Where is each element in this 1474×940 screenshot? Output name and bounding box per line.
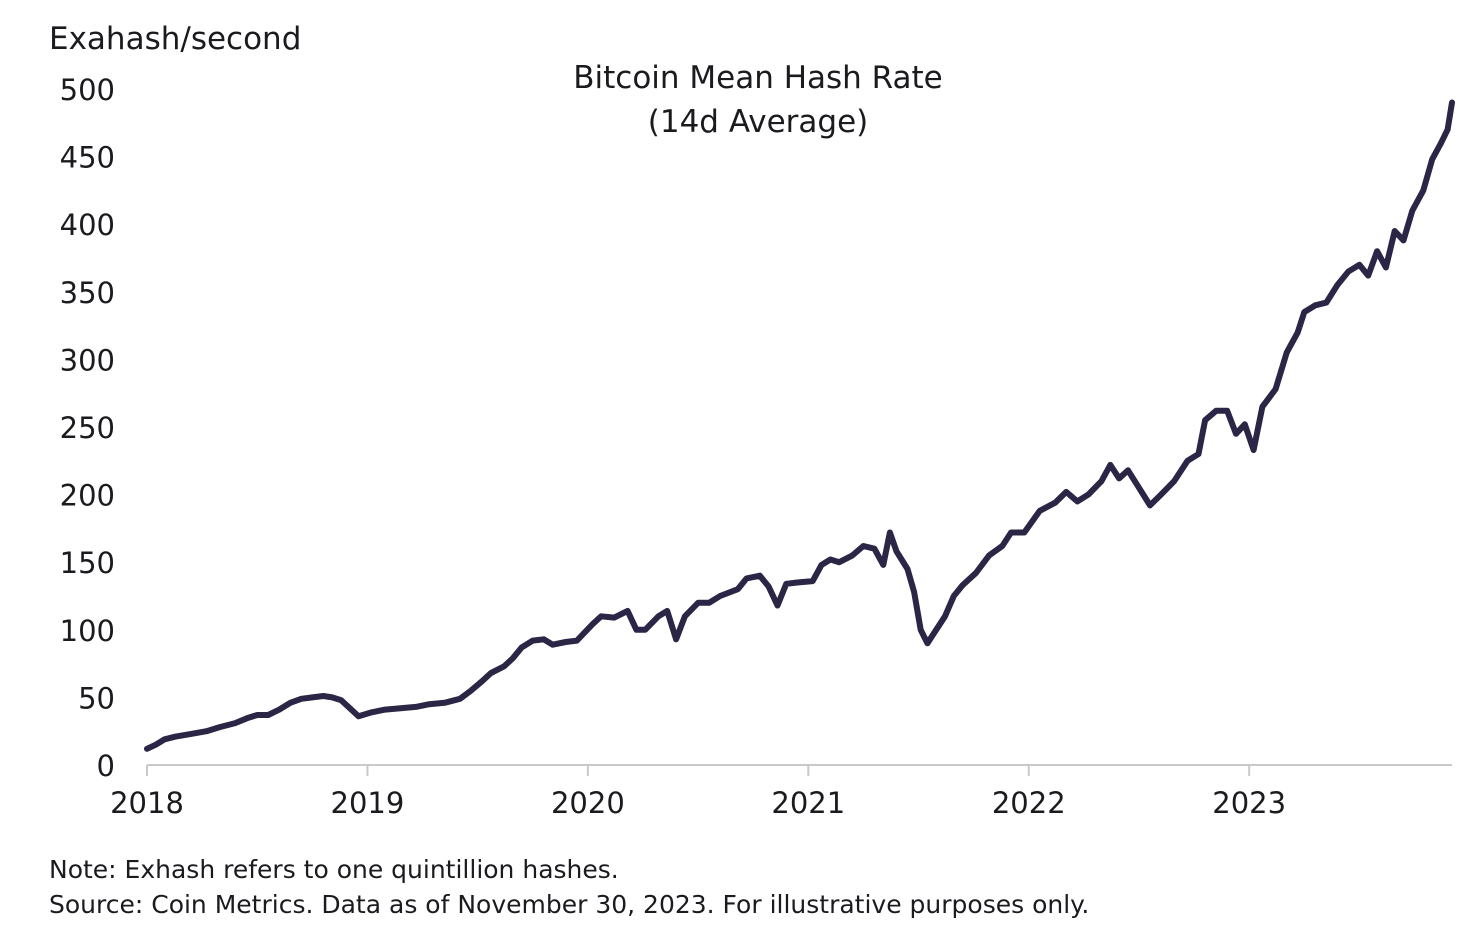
y-tick-label: 350 — [60, 276, 115, 310]
hash-rate-line-chart: Exahash/second Bitcoin Mean Hash Rate (1… — [49, 21, 1455, 820]
y-tick-label: 300 — [60, 343, 115, 377]
y-tick-label: 250 — [60, 411, 115, 445]
y-tick-label: 500 — [60, 73, 115, 107]
y-tick-label: 0 — [97, 749, 115, 783]
y-axis-label: Exahash/second — [49, 21, 301, 57]
note-text: Note: Exhash refers to one quintillion h… — [49, 855, 619, 884]
y-tick-label: 150 — [60, 546, 115, 580]
x-tick-label: 2023 — [1212, 786, 1286, 820]
y-tick-label: 100 — [60, 614, 115, 648]
y-tick-label: 50 — [78, 681, 115, 715]
y-tick-label: 200 — [60, 479, 115, 513]
y-tick-label: 450 — [60, 141, 115, 175]
x-tick-label: 2018 — [110, 786, 184, 820]
y-tick-label: 400 — [60, 208, 115, 242]
x-tick-label: 2022 — [992, 786, 1066, 820]
hash-rate-series-line — [144, 99, 1455, 752]
series-layer — [144, 99, 1455, 752]
chart-notes: Note: Exhash refers to one quintillion h… — [49, 852, 1089, 922]
x-tick-label: 2020 — [551, 786, 625, 820]
x-axis: 2018 2019 2020 2021 2022 2023 — [110, 764, 1452, 820]
x-tick-label: 2019 — [331, 786, 405, 820]
chart-title: Bitcoin Mean Hash Rate — [573, 60, 943, 96]
source-text: Source: Coin Metrics. Data as of Novembe… — [49, 890, 1090, 919]
y-axis-ticks: 0 50 100 150 200 250 300 350 400 450 500 — [60, 73, 115, 783]
x-tick-label: 2021 — [771, 786, 845, 820]
chart-subtitle: (14d Average) — [648, 104, 868, 140]
